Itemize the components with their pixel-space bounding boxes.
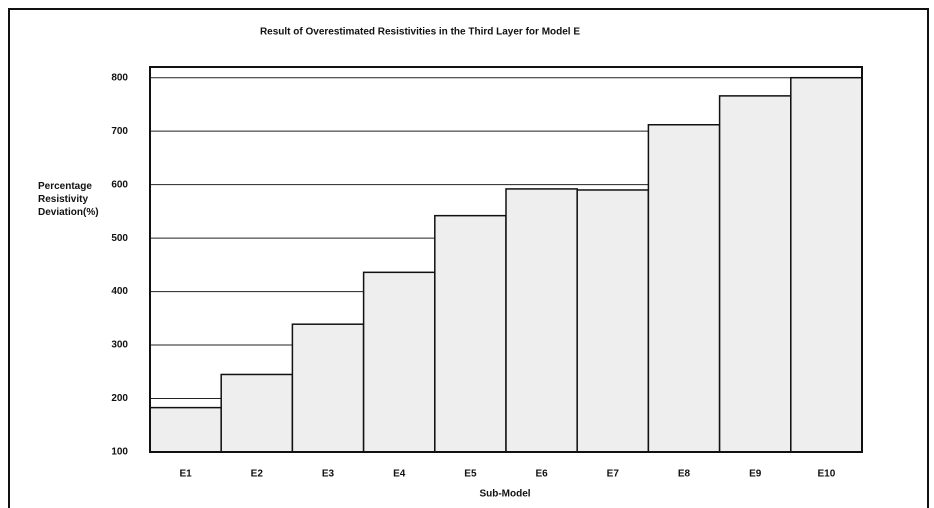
x-tick-label: E9: [749, 469, 762, 480]
x-tick-label: E10: [818, 469, 836, 480]
x-axis-label: Sub-Model: [479, 489, 530, 500]
x-tick-label: E2: [251, 469, 264, 480]
bar: [434, 214, 507, 453]
x-tick-label: E3: [322, 469, 335, 480]
plot-frame: [149, 66, 863, 453]
bar: [291, 323, 365, 453]
x-tick-label: E7: [607, 469, 620, 480]
y-tick-label: 800: [111, 72, 128, 83]
y-axis-label: Percentage Resistivity Deviation(%): [38, 181, 99, 218]
x-tick-label: E5: [464, 469, 477, 480]
bar: [790, 76, 863, 453]
bar: [718, 95, 792, 453]
chart-title: Result of Overestimated Resistivities in…: [260, 27, 580, 38]
bar: [220, 373, 294, 453]
x-tick-label: E4: [393, 469, 406, 480]
y-tick-label: 700: [111, 126, 128, 137]
y-tick-label: 600: [111, 179, 128, 190]
bar: [576, 189, 650, 453]
bar: [149, 406, 222, 453]
bar: [505, 188, 578, 453]
x-tick-label: E8: [678, 469, 691, 480]
y-tick-label: 200: [111, 393, 128, 404]
bar: [647, 124, 721, 453]
y-tick-label: 400: [111, 286, 128, 297]
y-tick-label: 300: [111, 340, 128, 351]
y-tick-label: 100: [111, 447, 128, 458]
frame: [8, 8, 929, 508]
x-tick-label: E1: [179, 469, 192, 480]
bar: [362, 271, 436, 453]
x-tick-label: E6: [535, 469, 548, 480]
y-tick-label: 500: [111, 233, 128, 244]
